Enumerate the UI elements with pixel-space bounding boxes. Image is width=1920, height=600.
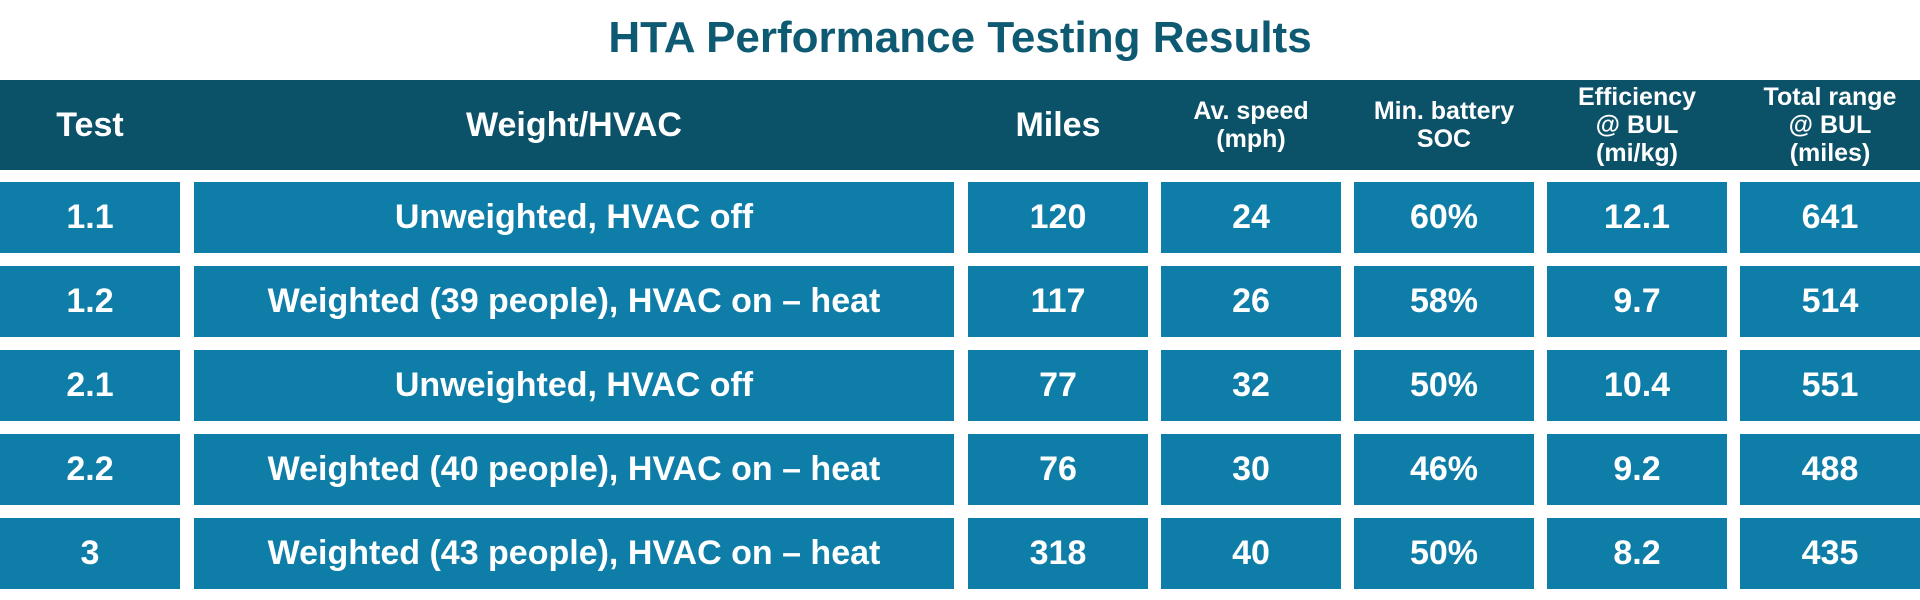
cell-weight-hvac: Weighted (39 people), HVAC on – heat	[194, 266, 954, 337]
header-efficiency: Efficiency @ BUL (mi/kg)	[1577, 83, 1697, 167]
header-total-range: Total range @ BUL (miles)	[1763, 83, 1897, 167]
cell-miles: 318	[968, 518, 1148, 589]
header-min-battery-soc: Min. battery SOC	[1373, 97, 1515, 153]
cell-efficiency: 10.4	[1547, 350, 1727, 421]
cell-av-speed: 26	[1161, 266, 1341, 337]
page-title: HTA Performance Testing Results	[608, 13, 1312, 62]
cell-av-speed: 32	[1161, 350, 1341, 421]
table-header	[0, 80, 1920, 170]
header-av-speed: Av. speed (mph)	[1193, 97, 1309, 153]
cell-efficiency: 9.2	[1547, 434, 1727, 505]
cell-min-battery-soc: 50%	[1354, 518, 1534, 589]
cell-test: 2.1	[0, 350, 180, 421]
cell-min-battery-soc: 58%	[1354, 266, 1534, 337]
cell-weight-hvac: Unweighted, HVAC off	[194, 350, 954, 421]
cell-efficiency: 12.1	[1547, 182, 1727, 253]
cell-min-battery-soc: 50%	[1354, 350, 1534, 421]
cell-efficiency: 9.7	[1547, 266, 1727, 337]
cell-min-battery-soc: 46%	[1354, 434, 1534, 505]
cell-av-speed: 40	[1161, 518, 1341, 589]
header-miles: Miles	[1015, 105, 1101, 144]
cell-av-speed: 24	[1161, 182, 1341, 253]
cell-test: 1.1	[0, 182, 180, 253]
cell-miles: 117	[968, 266, 1148, 337]
header-weight-hvac: Weight/HVAC	[466, 105, 682, 144]
cell-miles: 120	[968, 182, 1148, 253]
cell-test: 2.2	[0, 434, 180, 505]
cell-test: 3	[0, 518, 180, 589]
cell-weight-hvac: Unweighted, HVAC off	[194, 182, 954, 253]
cell-miles: 77	[968, 350, 1148, 421]
cell-test: 1.2	[0, 266, 180, 337]
header-test: Test	[56, 105, 124, 144]
cell-total-range: 551	[1740, 350, 1920, 421]
cell-min-battery-soc: 60%	[1354, 182, 1534, 253]
cell-weight-hvac: Weighted (40 people), HVAC on – heat	[194, 434, 954, 505]
cell-av-speed: 30	[1161, 434, 1341, 505]
cell-efficiency: 8.2	[1547, 518, 1727, 589]
cell-total-range: 488	[1740, 434, 1920, 505]
cell-total-range: 641	[1740, 182, 1920, 253]
cell-total-range: 435	[1740, 518, 1920, 589]
cell-miles: 76	[968, 434, 1148, 505]
cell-total-range: 514	[1740, 266, 1920, 337]
cell-weight-hvac: Weighted (43 people), HVAC on – heat	[194, 518, 954, 589]
